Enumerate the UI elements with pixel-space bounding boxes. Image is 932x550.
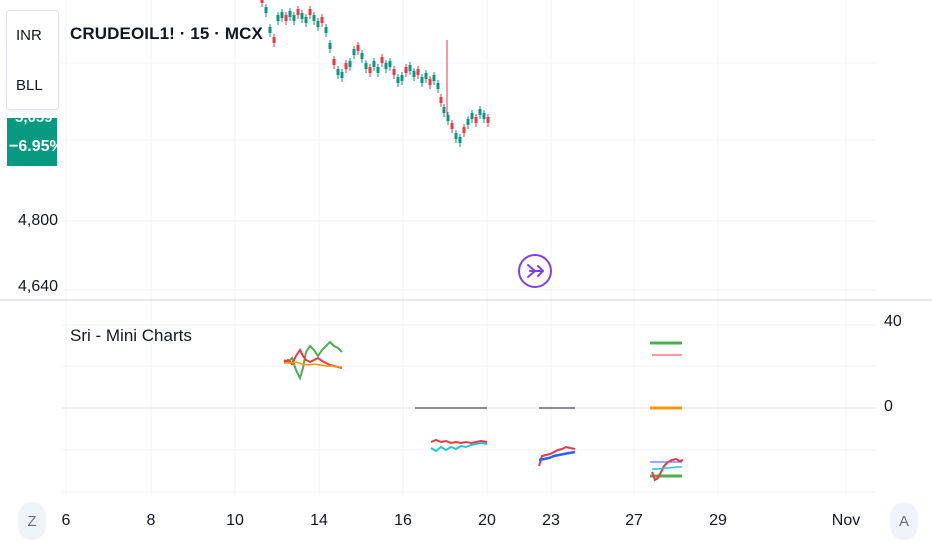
candle-body (432, 75, 436, 81)
candle-body (364, 63, 368, 69)
candle-body (384, 63, 388, 69)
candle-body (368, 67, 372, 73)
time-axis-label: 27 (625, 512, 643, 529)
candle-body (482, 113, 486, 119)
mini-chart-1-orange (284, 361, 342, 368)
indicator-title[interactable]: Sri - Mini Charts (70, 326, 192, 345)
candle-body (486, 117, 490, 123)
scroll-to-realtime-icon[interactable] (517, 253, 553, 289)
price-change-percent: −6.95% (9, 138, 57, 155)
symbol-title[interactable]: CRUDEOIL1! · 15 · MCX (70, 24, 263, 43)
mini-chart-3-red (538, 445, 576, 467)
candle-body (344, 63, 348, 69)
candle-body (360, 53, 364, 59)
time-axis-label: 16 (394, 512, 412, 529)
currency-button[interactable]: INR (16, 26, 42, 44)
candle-body (264, 7, 268, 13)
currency-unit-panel: INR BLL (6, 10, 59, 110)
candle-body (260, 0, 264, 3)
mini-chart-3-blue (538, 450, 576, 462)
candle-body (392, 69, 396, 75)
last-price-value: 5,059 (15, 118, 53, 126)
candle-body (458, 137, 462, 143)
time-axis-label: 10 (226, 512, 244, 529)
indicator-axis-label: 0 (884, 398, 893, 415)
time-axis-label: 29 (709, 512, 727, 529)
candle-body (454, 133, 458, 139)
candle-body (316, 21, 320, 27)
mini-chart-2-red (430, 438, 488, 445)
candle-body (324, 27, 328, 33)
candle-body (312, 15, 316, 21)
candle-body (292, 15, 296, 21)
candle-body (388, 61, 392, 67)
candle-body (376, 67, 380, 73)
candle-body (474, 117, 478, 123)
candle-body (412, 71, 416, 77)
candle-body (372, 61, 376, 67)
candle-body (272, 37, 276, 43)
candle-body (424, 73, 428, 79)
candle-body (380, 57, 384, 63)
candle-body (280, 12, 284, 18)
candle-body (340, 72, 344, 78)
grid (62, 0, 876, 495)
candle-body (439, 97, 443, 103)
candle-body (446, 115, 450, 121)
timezone-button[interactable]: Z (18, 502, 46, 540)
candle-body (470, 113, 474, 119)
candle-body (284, 15, 288, 21)
price-axis-label: 4,640 (18, 278, 59, 295)
mini-chart-4-cyan (652, 466, 682, 470)
last-price-badge: 5,059 −6.95% (7, 118, 57, 166)
candle-body (442, 107, 446, 113)
candle-body (478, 109, 482, 115)
time-axis-label: 6 (61, 512, 71, 529)
candle-body (332, 59, 336, 65)
auto-scale-button[interactable]: A (890, 502, 918, 540)
candle-body (400, 75, 404, 81)
candle-body (436, 83, 440, 89)
candle-body (416, 69, 420, 75)
candle-body (300, 13, 304, 19)
time-axis-label: Nov (831, 512, 861, 529)
price-axis-label: 4,800 (18, 212, 59, 229)
mini-chart-2-cyan (430, 441, 488, 453)
candle-body (462, 127, 466, 133)
mini-chart-4-red (651, 457, 684, 482)
candle-body (308, 9, 312, 15)
candle-body (466, 119, 470, 125)
candle-body (396, 77, 400, 83)
time-axis-label: 23 (542, 512, 560, 529)
candle-body (408, 65, 412, 71)
indicator-axis-label: 40 (884, 313, 902, 330)
mini-chart-1-green (283, 340, 343, 381)
candle-body (288, 11, 292, 17)
time-axis-label: 14 (310, 512, 328, 529)
candle-body (296, 9, 300, 15)
candle-body (304, 17, 308, 23)
candle-body (356, 45, 360, 51)
candle-body (348, 61, 352, 67)
candle-body (404, 67, 408, 73)
candle-body (328, 43, 332, 49)
price-candles (260, 0, 490, 147)
candle-body (352, 49, 356, 55)
candle-body (428, 79, 432, 85)
candle-body (336, 69, 340, 75)
candle-body (450, 123, 454, 129)
candle-body (320, 17, 324, 23)
candle-body (420, 77, 424, 83)
unit-button[interactable]: BLL (16, 76, 43, 94)
time-axis-label: 20 (478, 512, 496, 529)
time-axis-label: 8 (146, 512, 156, 529)
candle-body (276, 15, 280, 21)
candle-body (268, 27, 272, 33)
